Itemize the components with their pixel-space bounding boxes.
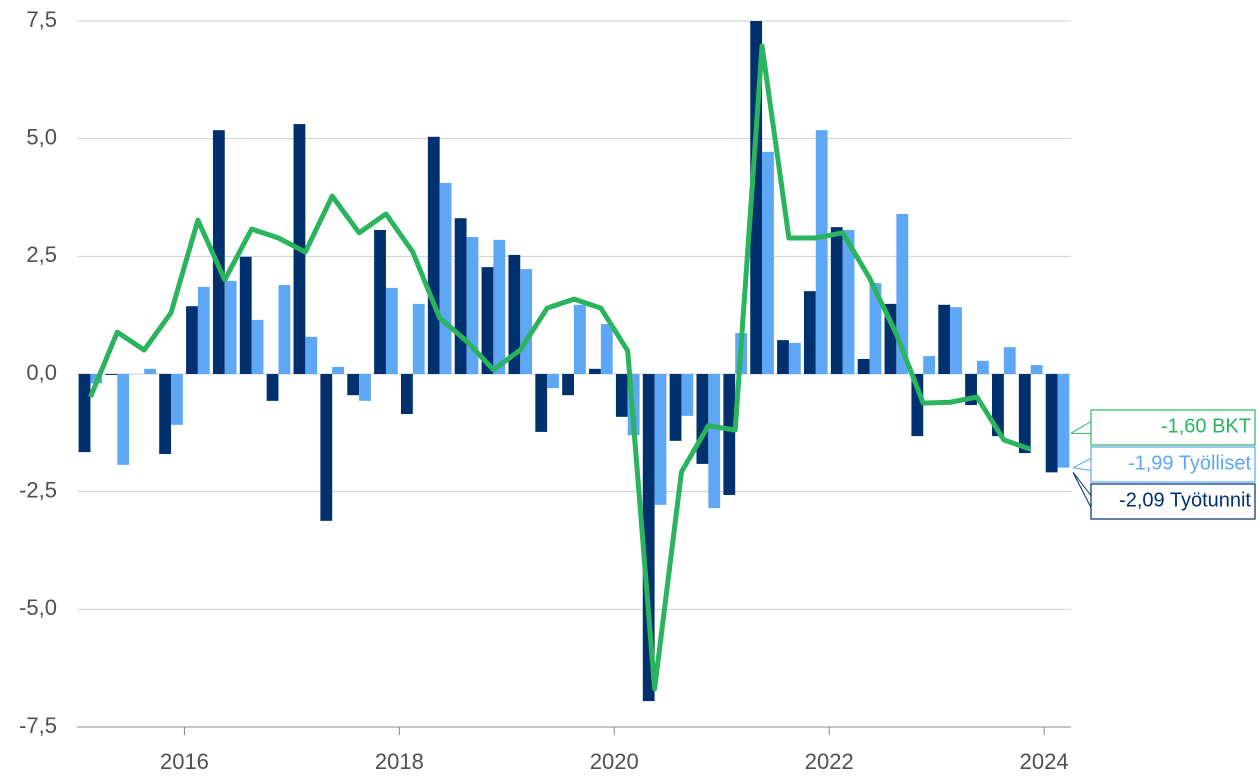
label-leader [1072, 472, 1092, 508]
y-tick-label: -7,5 [19, 713, 57, 738]
bar [574, 304, 586, 374]
bar [884, 303, 897, 374]
bar [723, 374, 736, 495]
bar [923, 356, 936, 374]
bar [171, 374, 183, 425]
legend-label: Työtunnit [1170, 490, 1252, 512]
bar [412, 303, 425, 374]
bar [385, 287, 398, 374]
bar [374, 229, 386, 374]
bar [600, 324, 613, 374]
y-tick-label: 5,0 [26, 124, 57, 149]
legend-label: BKT [1212, 416, 1251, 438]
value-label-number: -1,99 [1128, 453, 1174, 475]
bar [547, 374, 559, 389]
bar [239, 256, 252, 374]
bar [266, 374, 279, 401]
bar [454, 218, 467, 374]
bar [1003, 347, 1016, 374]
bar [105, 374, 118, 375]
legend-label: Työlliset [1179, 453, 1252, 475]
label-box [1090, 446, 1256, 483]
bar [681, 374, 694, 416]
bar [508, 254, 521, 374]
bar [992, 374, 1004, 437]
bar [762, 151, 774, 374]
value-label-number: -2,09 [1119, 490, 1165, 512]
bar [535, 374, 548, 432]
bar [117, 374, 130, 465]
x-tick-label: 2022 [805, 749, 854, 774]
value-label: -2,09 Työtunnit [1119, 490, 1251, 512]
bar [493, 239, 506, 374]
bar [224, 280, 237, 374]
bar [144, 368, 156, 374]
value-label-number: -1,60 [1161, 416, 1207, 438]
bar [186, 306, 198, 374]
bar [212, 130, 225, 374]
bar [305, 336, 318, 374]
line [88, 43, 1032, 692]
bar [1030, 365, 1043, 374]
bar [359, 374, 371, 401]
bar [466, 237, 479, 374]
bar [696, 374, 709, 464]
y-tick-label: 2,5 [26, 242, 57, 267]
x-tick-label: 2016 [160, 749, 209, 774]
bar [589, 368, 601, 374]
bar [197, 286, 210, 374]
bar [965, 374, 977, 406]
label-leader [1072, 458, 1092, 471]
bar [750, 21, 763, 374]
value-label: -1,60 BKT [1161, 416, 1251, 438]
bar [78, 374, 91, 453]
bar [869, 283, 882, 374]
y-tick-label: 7,5 [26, 7, 57, 32]
bar [251, 319, 264, 374]
bar [911, 374, 924, 437]
label-leader [1070, 421, 1092, 434]
bar [1057, 374, 1070, 468]
bar [950, 307, 962, 374]
bar [938, 304, 951, 374]
x-tick-label: 2024 [1020, 749, 1069, 774]
bar [654, 374, 667, 505]
bar [896, 213, 909, 374]
bar [815, 130, 828, 374]
bar [1018, 374, 1031, 454]
bar [481, 267, 494, 374]
bar [830, 227, 843, 374]
bar [400, 374, 413, 415]
bar [320, 374, 333, 521]
bar [1045, 374, 1058, 473]
y-tick-label: 0,0 [26, 360, 57, 385]
bar [803, 291, 816, 374]
bar [857, 358, 870, 374]
bar [347, 374, 360, 396]
bar [427, 136, 440, 374]
bar [520, 269, 533, 374]
label-box [1090, 409, 1256, 446]
bar [278, 285, 291, 374]
bar [842, 229, 855, 374]
bar [332, 366, 345, 374]
x-tick-label: 2018 [375, 749, 424, 774]
value-label: -1,99 Työlliset [1128, 453, 1251, 475]
bar [562, 374, 574, 396]
bar [159, 374, 172, 455]
x-tick-label: 2020 [590, 749, 639, 774]
label-box [1090, 483, 1256, 520]
bar [615, 374, 628, 417]
bar [777, 340, 789, 374]
bar [642, 374, 655, 702]
y-tick-label: -5,0 [19, 595, 57, 620]
bar [669, 374, 682, 441]
bar [976, 360, 989, 374]
bar [788, 342, 801, 374]
bar [439, 182, 452, 374]
y-tick-label: -2,5 [19, 477, 57, 502]
bar [708, 374, 721, 509]
